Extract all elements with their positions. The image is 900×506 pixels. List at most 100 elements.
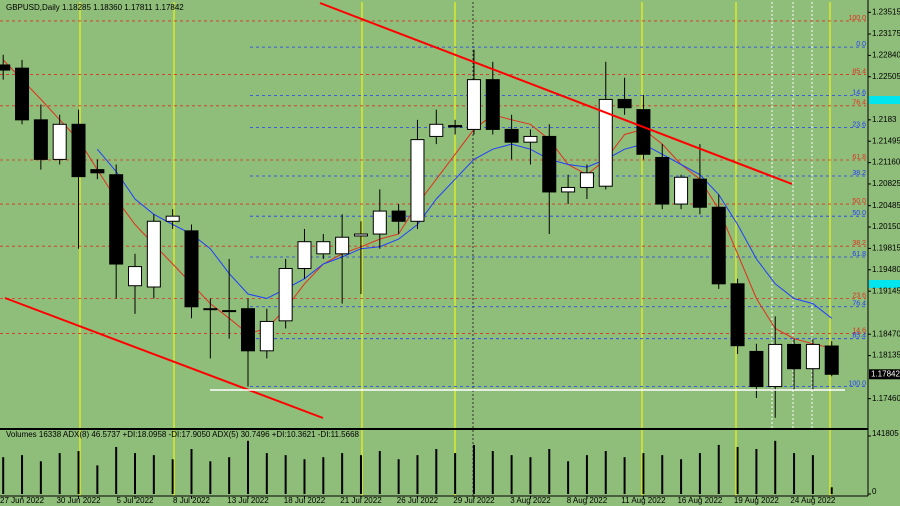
x-tick-label: 30 Jun 2022: [56, 496, 101, 505]
candle-body: [297, 241, 312, 269]
candle-body: [504, 128, 519, 143]
fib-label: 38.2: [852, 170, 866, 177]
price-marker: [869, 96, 900, 104]
x-tick-label: 24 Aug 2022: [790, 496, 835, 505]
candle-body: [146, 220, 161, 288]
x-tick-label: 8 Jul 2022: [173, 496, 210, 505]
candle-body: [335, 236, 350, 255]
y-tick-label: 1.21160: [872, 158, 900, 167]
candle-body: [0, 64, 11, 71]
x-tick-label: 19 Aug 2022: [734, 496, 779, 505]
x-tick-label: 18 Jul 2022: [284, 496, 326, 505]
y-tick-label: 1.23515: [872, 7, 900, 16]
candle-body: [523, 135, 538, 143]
y-tick-label: 1.18470: [872, 329, 900, 338]
y-tick-label: 1.20150: [872, 222, 900, 231]
plot: [0, 49, 839, 418]
candle-body: [278, 267, 293, 322]
candle-body: [90, 169, 105, 174]
trend-line: [319, 2, 793, 185]
candle-body: [542, 135, 557, 193]
candle-body: [692, 178, 707, 208]
fib-label: 14.6: [852, 327, 866, 334]
candle-body: [448, 125, 463, 128]
candle-body: [466, 79, 481, 130]
candle-body: [109, 174, 124, 265]
volume-tick-label: 141805: [872, 429, 899, 438]
candle-body: [52, 123, 67, 160]
candle-body: [485, 79, 500, 130]
moving-average: [96, 143, 833, 319]
y-tick-label: 1.20825: [872, 179, 900, 188]
candle-body: [128, 266, 143, 287]
volume-label: Volumes 16338 ADX(8) 46.5737 +DI:18.0958…: [6, 430, 360, 439]
y-tick-label: 1.22505: [872, 72, 900, 81]
x-tick-label: 27 Jun 2022: [0, 496, 45, 505]
candle-body: [71, 123, 86, 178]
fib-label: 50.0: [852, 198, 866, 205]
x-tick-label: 29 Jul 2022: [453, 496, 495, 505]
fib-label: 100.0: [848, 380, 866, 387]
y-tick-label: 1.21495: [872, 136, 900, 145]
candle-body: [805, 343, 820, 370]
fib-label: 61.8: [852, 154, 866, 161]
price-marker: [869, 280, 900, 288]
fib-label: 100.0: [848, 15, 866, 22]
candle-body: [410, 139, 425, 222]
y-tick-label: 1.20485: [872, 201, 900, 210]
x-tick-label: 11 Aug 2022: [621, 496, 666, 505]
x-tick-label: 13 Jul 2022: [227, 496, 269, 505]
candle-body: [824, 345, 839, 375]
candle-body: [655, 156, 670, 205]
candle-body: [636, 109, 651, 155]
y-tick-label: 1.22840: [872, 51, 900, 60]
current-price-label: 1.17842: [871, 369, 900, 378]
candle-body: [372, 210, 387, 235]
fib-label: 14.6: [852, 89, 866, 96]
candle-body: [711, 206, 726, 285]
candle-body: [768, 343, 783, 388]
fib-label: 0.0: [856, 41, 866, 48]
y-tick-label: 1.18135: [872, 351, 900, 360]
trend-lines: [4, 2, 845, 419]
candle-body: [598, 98, 613, 187]
candle-body: [391, 210, 406, 222]
candle-body: [184, 230, 199, 308]
candle-body: [561, 186, 576, 193]
current-price-box: [869, 369, 900, 380]
x-tick-label: 5 Jul 2022: [117, 496, 154, 505]
fib-label: 76.4: [852, 301, 866, 308]
x-tick-label: 8 Aug 2022: [567, 496, 608, 505]
y-tick-label: 1.19480: [872, 265, 900, 274]
candle-body: [674, 176, 689, 205]
candle-body: [730, 283, 745, 347]
fib-levels: 100.00.085.414.676.423.661.838.250.050.0…: [0, 15, 866, 387]
candle-body: [316, 241, 331, 255]
candle-body: [240, 308, 255, 352]
candle-body: [617, 98, 632, 109]
y-tick-label: 1.19815: [872, 244, 900, 253]
volume-tick-label: 0: [872, 487, 877, 496]
x-tick-label: 26 Jul 2022: [397, 496, 439, 505]
x-tick-label: 3 Aug 2022: [510, 496, 551, 505]
fib-label: 61.8: [852, 251, 866, 258]
candle-body: [203, 308, 218, 311]
fib-label: 38.2: [852, 240, 866, 247]
fib-label: 85.4: [852, 68, 866, 75]
fib-label: 50.0: [852, 210, 866, 217]
candle-body: [259, 320, 274, 352]
fib-label: 76.4: [852, 100, 866, 107]
fib-label: 85.4: [852, 333, 866, 340]
candle-body: [33, 119, 48, 160]
candle-body: [787, 343, 802, 370]
candle-body: [579, 172, 594, 188]
candle-body: [15, 67, 30, 121]
trend-line: [4, 297, 324, 419]
fib-label: 23.6: [852, 121, 866, 128]
y-tick-label: 1.19145: [872, 286, 900, 295]
x-tick-label: 21 Jul 2022: [340, 496, 382, 505]
candle-body: [429, 123, 444, 137]
x-tick-label: 16 Aug 2022: [677, 496, 722, 505]
y-tick-label: 1.23175: [872, 29, 900, 38]
